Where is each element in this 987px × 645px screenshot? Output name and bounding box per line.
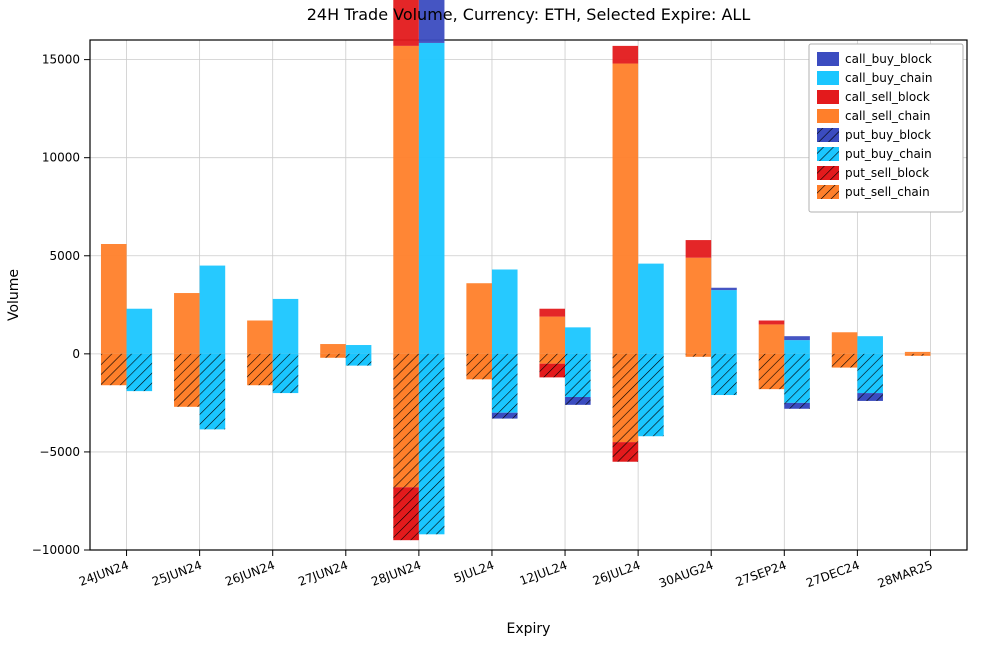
y-tick-label: 10000 — [42, 151, 80, 165]
bar-put_sell_block — [539, 364, 565, 378]
bar-put_sell_chain — [905, 354, 931, 356]
legend-label: put_sell_block — [845, 166, 929, 180]
legend-swatch — [817, 109, 839, 123]
bar-call_buy_chain — [638, 264, 664, 354]
bar-put_sell_block — [613, 442, 639, 462]
bar-put_buy_block — [784, 403, 810, 409]
bar-call_buy_block — [784, 336, 810, 340]
legend-swatch — [817, 166, 839, 180]
bar-put_sell_chain — [466, 354, 492, 380]
bar-call_sell_chain — [613, 64, 639, 354]
bar-call_buy_chain — [346, 345, 372, 354]
trade-volume-bar-chart: −10000−500005000100001500024JUN2425JUN24… — [0, 0, 987, 645]
bar-call_sell_chain — [174, 293, 200, 354]
bar-call_sell_block — [613, 46, 639, 64]
bar-call_buy_chain — [565, 327, 591, 353]
bar-put_buy_chain — [200, 354, 226, 430]
legend-label: call_buy_block — [845, 52, 932, 66]
legend: call_buy_block call_buy_chain call_sell_bl… — [809, 44, 963, 212]
bar-put_buy_chain — [857, 354, 883, 393]
bar-call_buy_chain — [857, 336, 883, 354]
legend-label: put_buy_block — [845, 128, 931, 142]
bar-put_buy_chain — [565, 354, 591, 397]
bar-call_buy_chain — [492, 270, 518, 354]
bar-put_sell_chain — [393, 354, 419, 487]
bar-put_buy_block — [857, 393, 883, 401]
y-tick-label: −10000 — [32, 543, 80, 557]
bar-put_sell_block — [393, 487, 419, 540]
y-tick-label: 5000 — [49, 249, 80, 263]
bar-call_sell_block — [759, 321, 785, 325]
bar-put_buy_chain — [273, 354, 299, 393]
bar-put_buy_chain — [492, 354, 518, 413]
bar-call_sell_block — [686, 240, 712, 258]
legend-swatch — [817, 52, 839, 66]
legend-label: call_sell_chain — [845, 109, 930, 123]
bar-put_sell_chain — [247, 354, 273, 385]
bar-call_sell_chain — [393, 46, 419, 354]
bar-put_buy_chain — [638, 354, 664, 436]
bar-call_buy_chain — [784, 340, 810, 354]
bar-put_buy_chain — [784, 354, 810, 403]
bar-call_sell_chain — [247, 321, 273, 354]
bar-call_sell_chain — [759, 324, 785, 353]
bar-call_buy_chain — [711, 290, 737, 354]
legend-swatch — [817, 90, 839, 104]
legend-swatch — [817, 147, 839, 161]
bar-put_sell_chain — [174, 354, 200, 407]
bar-put_buy_chain — [127, 354, 153, 391]
bar-put_buy_chain — [711, 354, 737, 395]
legend-label: call_buy_chain — [845, 71, 932, 85]
bar-put_sell_chain — [539, 354, 565, 364]
x-axis-label: Expiry — [507, 621, 551, 637]
chart-container: −10000−500005000100001500024JUN2425JUN24… — [0, 0, 987, 645]
bar-call_sell_chain — [905, 352, 931, 354]
bar-call_sell_chain — [686, 258, 712, 354]
bar-put_buy_block — [492, 413, 518, 419]
bar-call_sell_chain — [539, 317, 565, 354]
bar-call_sell_block — [539, 309, 565, 317]
legend-swatch — [817, 128, 839, 142]
bar-put_sell_chain — [320, 354, 346, 358]
bar-call_sell_chain — [466, 283, 492, 354]
bar-call_buy_block — [711, 288, 737, 290]
bar-put_sell_chain — [101, 354, 127, 385]
legend-swatch — [817, 71, 839, 85]
bar-call_sell_chain — [832, 332, 858, 354]
y-tick-label: −5000 — [39, 445, 80, 459]
y-axis-label: Volume — [6, 269, 22, 321]
y-tick-label: 15000 — [42, 53, 80, 67]
bar-put_sell_chain — [832, 354, 858, 368]
bar-put_sell_chain — [613, 354, 639, 442]
bar-put_sell_chain — [686, 354, 712, 357]
bar-call_buy_chain — [127, 309, 153, 354]
bar-call_buy_chain — [273, 299, 299, 354]
bar-call_buy_chain — [200, 266, 226, 354]
bar-put_buy_chain — [419, 354, 445, 534]
bar-put_buy_block — [565, 397, 591, 405]
chart-title: 24H Trade Volume, Currency: ETH, Selecte… — [307, 5, 751, 24]
legend-label: put_buy_chain — [845, 147, 932, 161]
bar-call_sell_chain — [320, 344, 346, 354]
y-tick-label: 0 — [72, 347, 80, 361]
bar-put_buy_chain — [346, 354, 372, 366]
bar-put_sell_chain — [759, 354, 785, 389]
legend-label: put_sell_chain — [845, 185, 930, 199]
bar-call_sell_chain — [101, 244, 127, 354]
legend-label: call_sell_block — [845, 90, 930, 104]
legend-swatch — [817, 185, 839, 199]
bar-call_buy_chain — [419, 43, 445, 354]
